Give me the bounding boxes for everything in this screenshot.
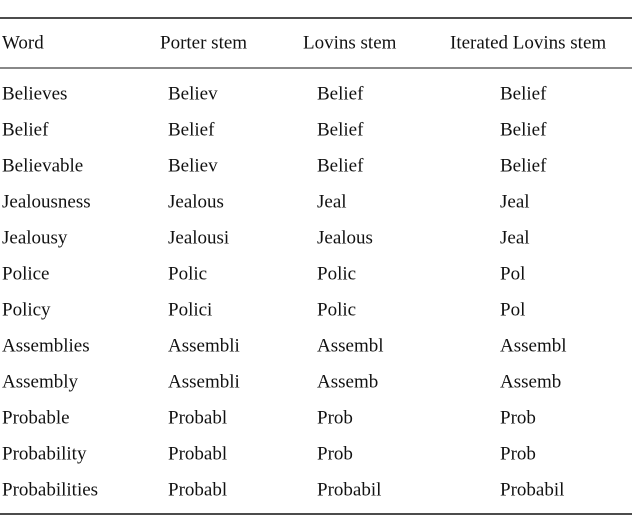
word-cell: Probable xyxy=(2,407,70,428)
word-cell: Jealousness xyxy=(2,191,91,212)
header-cell: Word xyxy=(2,32,44,53)
stem-cell: Polic xyxy=(317,299,356,320)
header-cell: Lovins stem xyxy=(303,32,397,53)
header-cell: Iterated Lovins stem xyxy=(450,32,606,53)
stem-cell: Jeal xyxy=(500,191,530,212)
stem-cell: Jealous xyxy=(317,227,373,248)
stem-cell: Belief xyxy=(317,119,364,140)
word-cell: Policy xyxy=(2,299,51,320)
word-cell: Assembly xyxy=(2,371,79,392)
stem-cell: Belief xyxy=(500,155,547,176)
stem-cell: Assembl xyxy=(500,335,567,356)
stem-cell: Jealousi xyxy=(168,227,229,248)
word-cell: Believes xyxy=(2,83,67,104)
stem-cell: Assembli xyxy=(168,371,240,392)
word-cell: Police xyxy=(2,263,50,284)
stem-cell: Assembl xyxy=(317,335,384,356)
stem-cell: Assemb xyxy=(500,371,561,392)
stem-cell: Prob xyxy=(500,407,536,428)
stem-cell: Prob xyxy=(500,443,536,464)
stem-cell: Assemb xyxy=(317,371,378,392)
word-cell: Probabilities xyxy=(2,479,98,500)
stem-cell: Polic xyxy=(317,263,356,284)
stem-cell: Believ xyxy=(168,155,218,176)
stem-cell: Jeal xyxy=(317,191,347,212)
stem-cell: Prob xyxy=(317,407,353,428)
stem-cell: Probabil xyxy=(317,479,381,500)
stem-cell: Probabl xyxy=(168,407,227,428)
word-cell: Probability xyxy=(2,443,87,464)
stem-cell: Belief xyxy=(317,155,364,176)
stem-cell: Pol xyxy=(500,299,525,320)
stem-cell: Prob xyxy=(317,443,353,464)
stem-cell: Jealous xyxy=(168,191,224,212)
stem-cell: Jeal xyxy=(500,227,530,248)
word-cell: Believable xyxy=(2,155,83,176)
stem-cell: Polic xyxy=(168,263,207,284)
word-cell: Jealousy xyxy=(2,227,68,248)
stem-cell: Belief xyxy=(500,119,547,140)
word-cell: Assemblies xyxy=(2,335,90,356)
stem-cell: Belief xyxy=(500,83,547,104)
stem-cell: Pol xyxy=(500,263,525,284)
stem-cell: Assembli xyxy=(168,335,240,356)
stem-cell: Polici xyxy=(168,299,212,320)
word-cell: Belief xyxy=(2,119,49,140)
stem-cell: Probabl xyxy=(168,443,227,464)
stem-cell: Probabl xyxy=(168,479,227,500)
stem-cell: Belief xyxy=(168,119,215,140)
stem-cell: Believ xyxy=(168,83,218,104)
stem-cell: Probabil xyxy=(500,479,564,500)
stem-cell: Belief xyxy=(317,83,364,104)
header-cell: Porter stem xyxy=(160,32,247,53)
